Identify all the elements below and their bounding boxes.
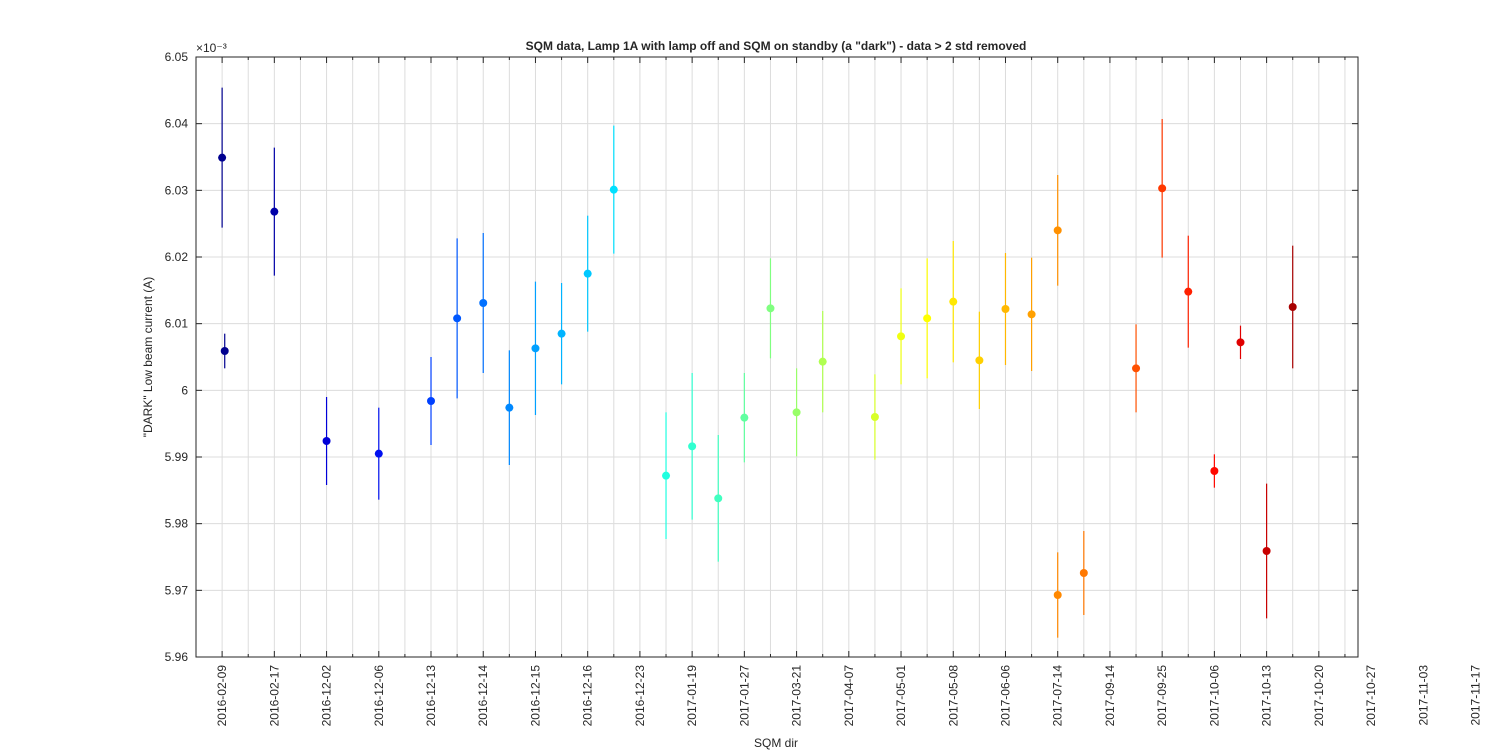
chart-title: SQM data, Lamp 1A with lamp off and SQM … xyxy=(526,39,1027,53)
data-point xyxy=(688,442,697,451)
data-point xyxy=(505,403,514,412)
data-point xyxy=(609,185,618,194)
x-tick-label: 2017-10-27 xyxy=(1364,665,1378,727)
plot-area-frame xyxy=(195,56,1359,658)
x-tick-label: 2016-12-06 xyxy=(372,665,386,727)
x-tick-label: 2017-11-03 xyxy=(1416,665,1430,726)
data-point xyxy=(427,397,436,405)
data-point xyxy=(714,494,723,503)
data-point xyxy=(453,314,462,323)
y-tick-label: 6.05 xyxy=(165,50,189,64)
data-point xyxy=(220,347,229,355)
data-marks xyxy=(218,87,1297,638)
data-point xyxy=(1184,287,1193,296)
data-point xyxy=(1262,547,1271,555)
x-tick-label: 2017-10-13 xyxy=(1260,665,1274,727)
y-tick-label: 5.99 xyxy=(165,450,189,464)
x-tick-label: 2017-03-21 xyxy=(790,665,804,727)
y-tick-label: 5.98 xyxy=(165,517,189,531)
y-tick-label: 5.97 xyxy=(165,583,189,597)
y-tick-label: 6.01 xyxy=(165,317,189,331)
x-tick-label: 2017-10-06 xyxy=(1207,665,1221,727)
x-tick-label: 2017-04-07 xyxy=(842,665,856,727)
data-point xyxy=(662,471,671,480)
data-point xyxy=(949,297,958,306)
data-point xyxy=(531,344,540,353)
data-point xyxy=(270,207,279,216)
data-point xyxy=(1079,569,1088,577)
x-tick-label: 2016-12-23 xyxy=(633,665,647,727)
y-axis-label: "DARK" Low beam current (A) xyxy=(141,277,155,438)
data-point xyxy=(1027,310,1036,319)
x-tick-label: 2017-01-27 xyxy=(737,665,751,727)
data-point xyxy=(218,153,227,162)
data-point xyxy=(766,304,775,313)
data-point xyxy=(1053,226,1062,235)
data-point xyxy=(923,314,932,323)
data-point xyxy=(583,269,592,278)
x-tick-label: 2016-12-02 xyxy=(320,665,334,727)
axis-ticks: 5.96 5.97 5.98 5.99 6 6.01 6.02 6.03 6.04 6.05 201… xyxy=(165,50,1483,727)
data-point xyxy=(1132,364,1141,373)
x-tick-label: 2016-02-17 xyxy=(267,665,281,727)
data-point xyxy=(1288,303,1297,311)
y-tick-label: 6.04 xyxy=(165,117,189,131)
y-tick-label: 6 xyxy=(181,383,188,397)
x-tick-label: 2017-07-14 xyxy=(1051,665,1065,727)
data-point xyxy=(374,449,383,458)
x-tick-label: 2017-05-08 xyxy=(946,665,960,727)
y-tick-label: 6.02 xyxy=(165,250,189,264)
y-tick-label: 6.03 xyxy=(165,183,189,197)
data-point xyxy=(1001,305,1010,313)
x-axis-label: SQM dir xyxy=(754,736,798,750)
data-point xyxy=(322,437,331,445)
y-exponent-label: ×10⁻³ xyxy=(196,41,227,55)
data-point xyxy=(1053,591,1062,599)
x-tick-label: 2017-01-19 xyxy=(685,665,699,727)
x-tick-label: 2016-02-09 xyxy=(215,665,229,727)
x-tick-label: 2016-12-13 xyxy=(424,665,438,727)
x-tick-label: 2016-12-16 xyxy=(581,665,595,727)
x-tick-label: 2016-12-14 xyxy=(476,665,490,727)
data-point xyxy=(1210,467,1219,475)
y-tick-label: 5.96 xyxy=(165,650,189,664)
data-point xyxy=(1236,338,1245,347)
x-tick-label: 2017-09-25 xyxy=(1155,665,1169,727)
data-point xyxy=(870,413,879,421)
data-point xyxy=(975,356,984,365)
data-point xyxy=(818,357,827,366)
data-point xyxy=(557,329,566,338)
x-tick-label: 2017-05-01 xyxy=(894,665,908,727)
x-tick-label: 2017-11-17 xyxy=(1469,665,1483,726)
x-tick-label: 2016-12-15 xyxy=(528,665,542,727)
data-point xyxy=(792,408,801,417)
data-point xyxy=(1158,184,1167,193)
x-tick-label: 2017-09-14 xyxy=(1103,665,1117,727)
x-tick-label: 2017-10-20 xyxy=(1312,665,1326,727)
data-point xyxy=(897,332,906,341)
data-point xyxy=(479,299,488,307)
x-tick-label: 2017-06-06 xyxy=(998,665,1012,727)
data-point xyxy=(740,413,749,422)
